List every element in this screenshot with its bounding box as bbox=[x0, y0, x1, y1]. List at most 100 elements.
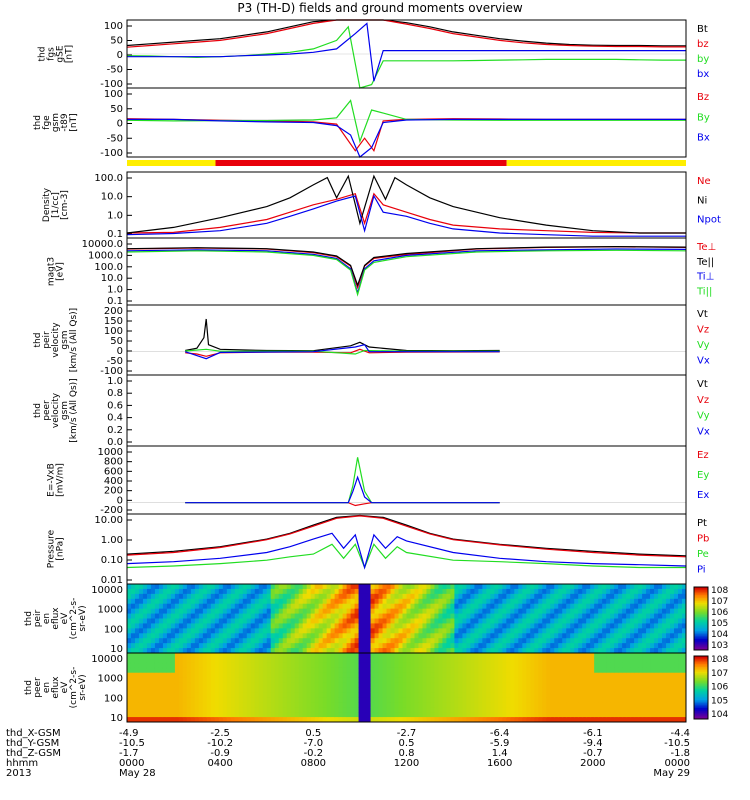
heatmap-cell bbox=[346, 702, 352, 708]
heatmap-cell bbox=[134, 638, 140, 644]
heatmap-cell bbox=[290, 593, 296, 600]
heatmap-cell bbox=[562, 682, 567, 688]
heatmap-cell bbox=[338, 672, 344, 679]
heatmap-cell bbox=[326, 598, 332, 605]
heatmap-cell bbox=[570, 608, 575, 615]
heatmap-cell bbox=[362, 608, 368, 615]
heatmap-cell bbox=[474, 648, 479, 654]
heatmap-cell bbox=[302, 653, 308, 659]
heatmap-cell bbox=[222, 588, 228, 595]
heatmap-cell bbox=[210, 712, 216, 718]
heatmap-cell bbox=[306, 677, 312, 684]
heatmap-cell bbox=[198, 648, 204, 654]
heatmap-cell bbox=[298, 648, 304, 654]
heatmap-cell bbox=[382, 643, 388, 649]
heatmap-cell bbox=[646, 588, 651, 595]
heatmap-cell bbox=[166, 648, 172, 654]
heatmap-cell bbox=[586, 628, 591, 634]
heatmap-cell bbox=[138, 633, 144, 639]
heatmap-cell bbox=[674, 657, 679, 664]
heatmap-cell bbox=[434, 653, 439, 659]
heatmap-cell bbox=[674, 662, 679, 669]
heatmap-cell bbox=[330, 648, 336, 654]
heatmap-cell bbox=[410, 648, 415, 654]
heatmap-cell bbox=[198, 643, 204, 649]
colorbar-cell bbox=[694, 685, 708, 688]
heatmap-cell bbox=[606, 588, 611, 595]
heatmap-cell bbox=[626, 598, 631, 605]
heatmap-cell bbox=[350, 657, 356, 664]
heatmap-cell bbox=[246, 657, 252, 664]
heatmap-cell bbox=[194, 692, 200, 698]
heatmap-cell bbox=[354, 702, 360, 708]
heatmap-cell bbox=[466, 623, 471, 629]
heatmap-cell bbox=[458, 593, 463, 600]
series-fgs-1 bbox=[126, 19, 686, 48]
colorbar-cell bbox=[694, 682, 708, 685]
heatmap-cell bbox=[418, 618, 423, 624]
heatmap-cell bbox=[682, 608, 687, 615]
heatmap-cell bbox=[138, 628, 144, 634]
heatmap-cell bbox=[638, 598, 643, 605]
heatmap-cell bbox=[366, 593, 372, 600]
colorbar-cell bbox=[694, 670, 708, 673]
heatmap-cell bbox=[610, 657, 615, 664]
heatmap-cell bbox=[162, 697, 168, 703]
heatmap-cell bbox=[406, 707, 411, 713]
heatmap-cell bbox=[598, 588, 603, 595]
heatmap-cell bbox=[238, 677, 244, 684]
heatmap-cell bbox=[178, 608, 184, 615]
heatmap-cell bbox=[662, 588, 667, 595]
heatmap-cell bbox=[614, 603, 619, 610]
heatmap-cell bbox=[458, 697, 463, 703]
heatmap-cell bbox=[462, 687, 467, 693]
heatmap-cell bbox=[262, 667, 268, 674]
heatmap-cell bbox=[402, 603, 407, 610]
heatmap-cell bbox=[314, 657, 320, 664]
heatmap-cell bbox=[162, 618, 168, 624]
heatmap-cell bbox=[206, 692, 212, 698]
y-tick-label: 600 bbox=[104, 466, 123, 477]
heatmap-cell bbox=[454, 717, 459, 723]
heatmap-cell bbox=[314, 593, 320, 600]
heatmap-cell bbox=[158, 593, 164, 600]
heatmap-cell bbox=[230, 623, 236, 629]
heatmap-cell bbox=[258, 618, 264, 624]
heatmap-cell bbox=[214, 633, 220, 639]
colorbar-cell bbox=[694, 601, 708, 604]
heatmap-cell bbox=[174, 702, 180, 708]
heatmap-cell bbox=[186, 653, 192, 659]
heatmap-cell bbox=[598, 672, 603, 679]
heatmap-cell bbox=[606, 623, 611, 629]
heatmap-cell bbox=[422, 657, 427, 664]
heatmap-cell bbox=[206, 593, 212, 600]
heatmap-cell bbox=[290, 717, 296, 723]
heatmap-cell bbox=[162, 603, 168, 610]
heatmap-cell bbox=[574, 608, 579, 615]
heatmap-cell bbox=[210, 643, 216, 649]
heatmap-cell bbox=[306, 648, 312, 654]
colorbar-cell bbox=[694, 591, 708, 594]
heatmap-cell bbox=[290, 608, 296, 615]
heatmap-cell bbox=[386, 618, 392, 624]
heatmap-cell bbox=[586, 643, 591, 649]
heatmap-cell bbox=[518, 657, 523, 664]
heatmap-cell bbox=[638, 687, 643, 693]
heatmap-cell bbox=[486, 682, 491, 688]
heatmap-cell bbox=[310, 623, 316, 629]
heatmap-cell bbox=[514, 608, 519, 615]
heatmap-cell bbox=[678, 623, 683, 629]
heatmap-cell bbox=[358, 662, 364, 669]
heatmap-cell bbox=[478, 603, 483, 610]
heatmap-cell bbox=[202, 623, 208, 629]
heatmap-cell bbox=[326, 648, 332, 654]
heatmap-cell bbox=[458, 687, 463, 693]
heatmap-cell bbox=[250, 672, 256, 679]
heatmap-cell bbox=[530, 657, 535, 664]
heatmap-cell bbox=[502, 717, 507, 723]
heatmap-cell bbox=[218, 653, 224, 659]
heatmap-cell bbox=[438, 648, 443, 654]
ylabel-line: peer bbox=[33, 677, 43, 698]
heatmap-cell bbox=[650, 638, 655, 644]
heatmap-cell bbox=[314, 697, 320, 703]
